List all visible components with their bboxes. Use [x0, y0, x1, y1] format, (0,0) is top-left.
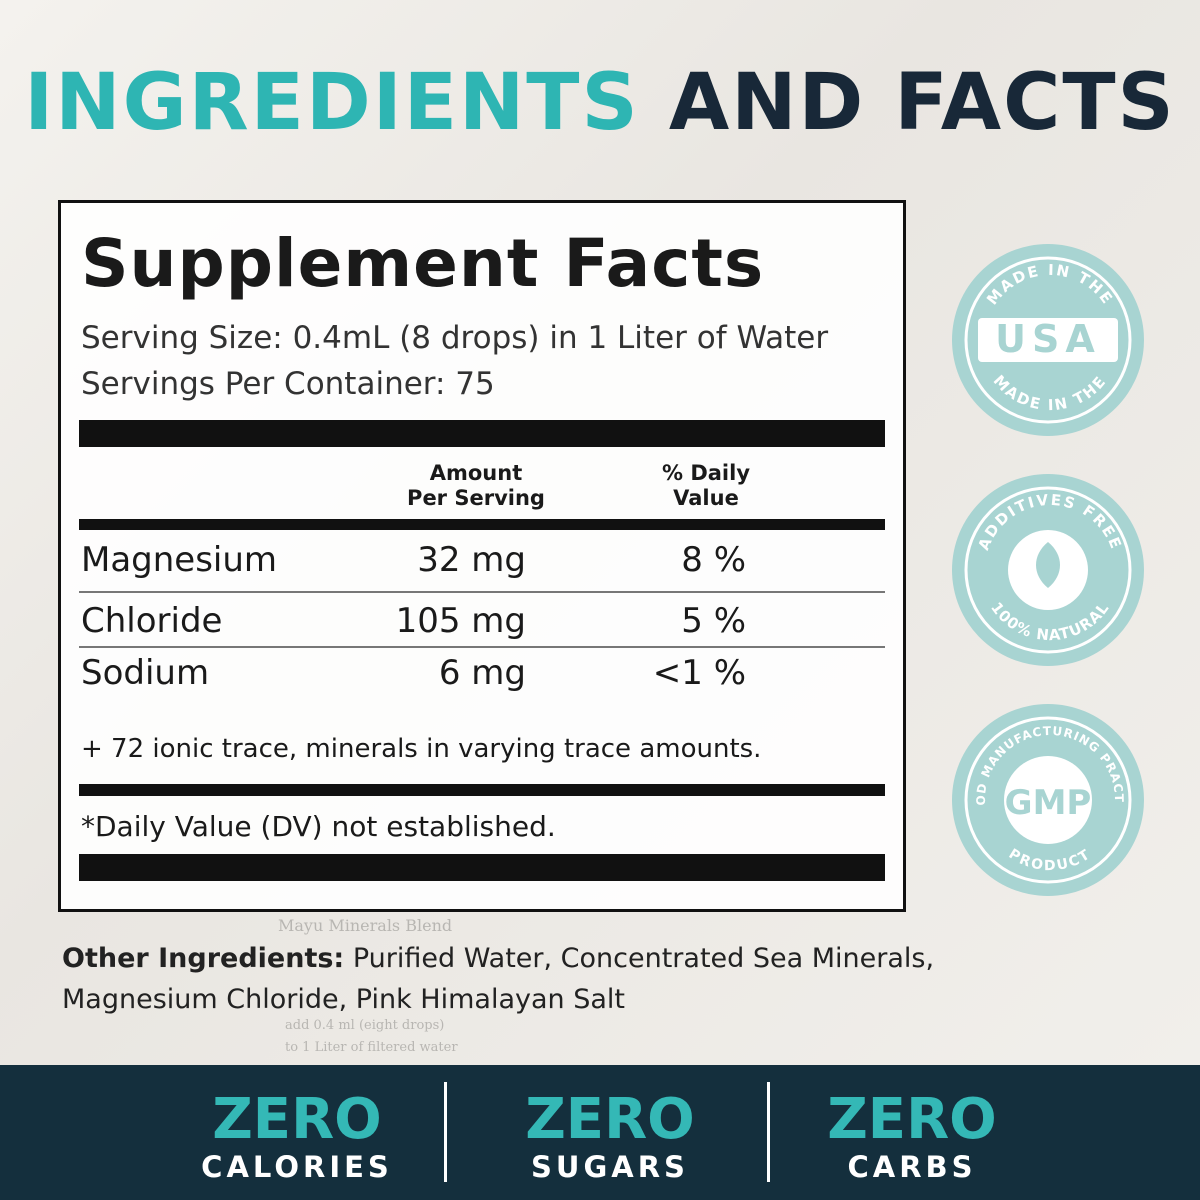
footer-top: ZERO [212, 1087, 382, 1152]
badge-gmp: GOOD MANUFACTURING PRACTICE GMP PRODUCT [940, 679, 1144, 896]
footer-bottom: CALORIES [201, 1150, 393, 1184]
nutrient: Chloride [81, 601, 223, 641]
badge-text: USA [995, 317, 1101, 361]
row-separator [79, 646, 885, 648]
col-header-line: % Daily [661, 461, 751, 485]
servings-per-container: Servings Per Container: 75 [81, 366, 495, 402]
other-ingredients: Other Ingredients: Purified Water, Conce… [62, 938, 942, 1020]
footer-top: ZERO [525, 1087, 695, 1152]
rule [79, 784, 885, 796]
daily-value: 8 % [681, 540, 746, 580]
footer-bottom: SUGARS [531, 1150, 689, 1184]
divider [444, 1082, 447, 1182]
amount: 105 mg [395, 601, 526, 641]
col-header: Amount Per Serving [391, 461, 561, 511]
facts-panel: Supplement Facts Serving Size: 0.4mL (8 … [58, 200, 906, 912]
rule [79, 420, 885, 447]
badge-text: GMP [1005, 783, 1092, 823]
serving-size: Serving Size: 0.4mL (8 drops) in 1 Liter… [81, 320, 829, 356]
badge-additives: ADDITIVES FREE 100% NATURAL [952, 474, 1144, 666]
row-separator [79, 591, 885, 593]
footer-bottom: CARBS [847, 1150, 977, 1184]
other-text: Purified Water, Concentrated Sea Mineral… [62, 943, 935, 1015]
bg-text: Mayu Minerals Blend [278, 916, 453, 935]
other-label: Other Ingredients: [62, 943, 345, 974]
dv-note: *Daily Value (DV) not established. [81, 810, 556, 843]
badge-usa: MADE IN THE USA MADE IN THE [952, 244, 1144, 436]
title: INGREDIENTS AND FACTS [0, 58, 1200, 148]
bg-text: to 1 Liter of filtered water [285, 1040, 458, 1055]
rule [79, 854, 885, 881]
rule [79, 519, 885, 530]
nutrient: Sodium [81, 653, 210, 693]
amount: 6 mg [438, 653, 526, 693]
footer: ZERO CALORIES ZERO SUGARS ZERO CARBS [0, 1065, 1200, 1200]
trace-note: + 72 ionic trace, minerals in varying tr… [81, 734, 762, 764]
footer-top: ZERO [827, 1087, 997, 1152]
daily-value: <1 % [652, 653, 746, 693]
facts-title: Supplement Facts [81, 225, 765, 302]
col-header-line: Value [673, 486, 739, 510]
title-part: INGREDIENTS [24, 58, 640, 148]
nutrient: Magnesium [81, 540, 278, 580]
title-part: AND FACTS [668, 58, 1176, 148]
daily-value: 5 % [681, 601, 746, 641]
col-header-line: Per Serving [407, 486, 545, 510]
divider [767, 1082, 770, 1182]
bg-text: add 0.4 ml (eight drops) [285, 1018, 445, 1033]
col-header-line: Amount [429, 461, 523, 485]
amount: 32 mg [417, 540, 526, 580]
col-header: % Daily Value [631, 461, 781, 511]
badges: MADE IN THE USA MADE IN THE ADDITIVES FR… [940, 244, 1144, 896]
